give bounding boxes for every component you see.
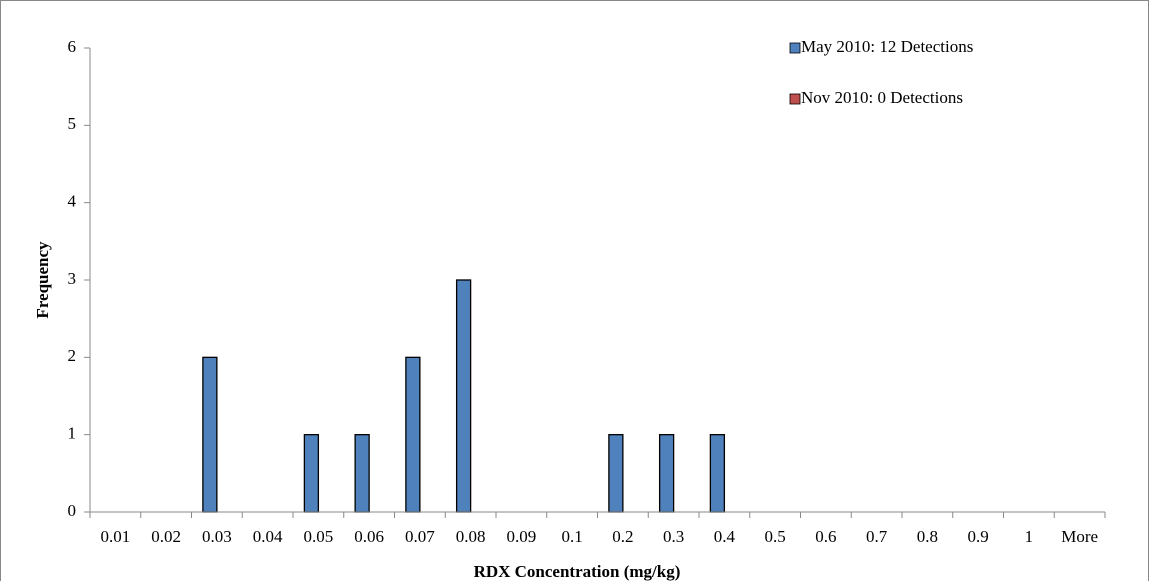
- x-tick-label: 0.01: [101, 527, 131, 546]
- x-tick-label: 0.4: [714, 527, 736, 546]
- x-tick-label: 0.09: [507, 527, 537, 546]
- x-tick-label: 0.7: [866, 527, 888, 546]
- bar: [202, 356, 218, 513]
- x-tick-label: 0.8: [917, 527, 938, 546]
- bar: [303, 434, 320, 513]
- x-tick-label: 0.1: [562, 527, 583, 546]
- y-tick-label: 4: [68, 192, 77, 211]
- y-tick-label: 5: [68, 114, 77, 133]
- bar: [709, 434, 726, 513]
- legend-label: May 2010: 12 Detections: [801, 37, 973, 56]
- x-tick-label: 0.05: [304, 527, 334, 546]
- x-tick-label: 0.6: [815, 527, 836, 546]
- x-tick-label: 0.08: [456, 527, 486, 546]
- x-tick-label: 0.3: [663, 527, 684, 546]
- y-axis-title: Frequency: [33, 241, 52, 319]
- x-tick-label: 0.04: [253, 527, 283, 546]
- bar: [455, 279, 472, 513]
- x-tick-label: 0.5: [765, 527, 786, 546]
- legend-label: Nov 2010: 0 Detections: [801, 88, 963, 107]
- x-axis-title: RDX Concentration (mg/kg): [474, 562, 681, 581]
- bar: [608, 434, 624, 513]
- x-tick-label: 0.9: [968, 527, 989, 546]
- bar: [658, 434, 675, 513]
- y-tick-label: 0: [68, 501, 77, 520]
- x-tick-label: 0.02: [151, 527, 181, 546]
- y-tick-label: 6: [68, 37, 77, 56]
- bar: [354, 434, 370, 513]
- x-tick-label: 0.03: [202, 527, 232, 546]
- x-tick-label: 0.07: [405, 527, 435, 546]
- x-tick-label: 0.2: [612, 527, 633, 546]
- legend-swatch: [789, 42, 801, 54]
- x-tick-label: 1: [1025, 527, 1034, 546]
- y-tick-label: 3: [68, 269, 77, 288]
- y-tick-label: 2: [68, 346, 77, 365]
- y-tick-label: 1: [68, 424, 77, 443]
- x-tick-label: 0.06: [354, 527, 384, 546]
- x-tick-label: More: [1061, 527, 1098, 546]
- bar: [405, 356, 421, 513]
- legend-swatch: [789, 93, 801, 105]
